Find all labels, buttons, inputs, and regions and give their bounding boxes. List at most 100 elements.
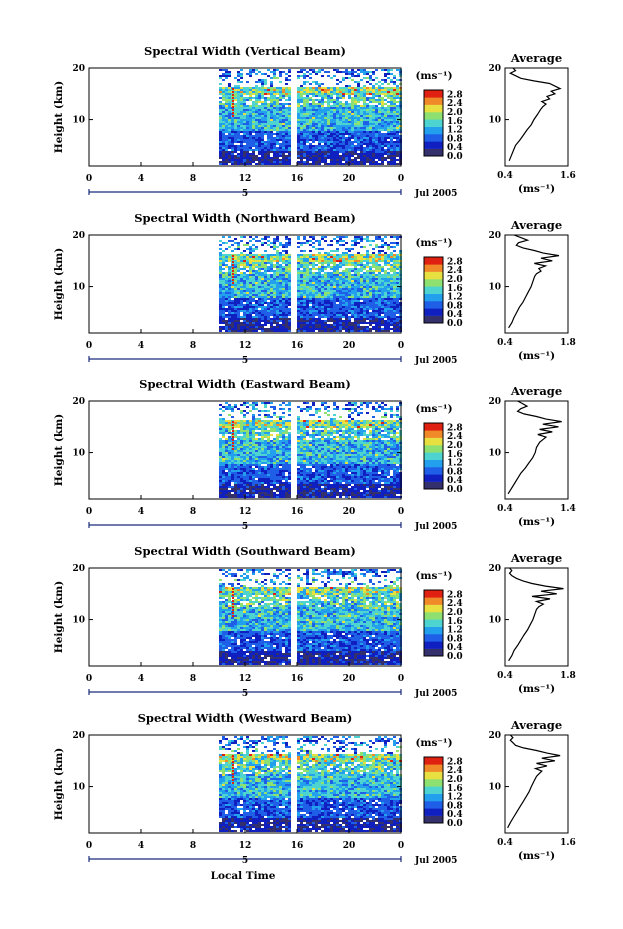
heatmap-cell	[231, 240, 234, 242]
heatmap-cell	[300, 280, 303, 282]
heatmap-cell	[315, 314, 318, 316]
heatmap-cell	[300, 153, 303, 155]
heatmap-cell	[273, 278, 276, 280]
heatmap-cell	[393, 258, 396, 260]
heatmap-cell	[312, 109, 315, 111]
heatmap-cell	[279, 133, 282, 135]
heatmap-cell	[318, 87, 321, 89]
heatmap-cell	[318, 83, 321, 85]
heatmap-cell	[228, 292, 231, 294]
heatmap-cell	[363, 256, 366, 258]
heatmap-cell	[306, 113, 309, 115]
heatmap-cell	[252, 131, 255, 133]
heatmap-cell	[276, 300, 279, 302]
heatmap-cell	[279, 294, 282, 296]
heatmap-cell	[261, 306, 264, 308]
heatmap-cell	[240, 81, 243, 83]
heatmap-cell	[360, 292, 363, 294]
heatmap-cell	[222, 79, 225, 81]
heatmap-cell	[288, 149, 291, 151]
heatmap-cell	[279, 119, 282, 121]
heatmap-cell	[255, 330, 258, 332]
heatmap-cell	[378, 286, 381, 288]
heatmap-cell	[237, 326, 240, 328]
heatmap-cell	[321, 155, 324, 157]
heatmap-cell	[342, 119, 345, 121]
heatmap-cell	[309, 133, 312, 135]
heatmap-cell	[246, 73, 249, 75]
heatmap-cell	[396, 105, 399, 107]
heatmap-cell	[357, 105, 360, 107]
heatmap-cell	[234, 314, 237, 316]
heatmap-cell	[249, 290, 252, 292]
heatmap-cell	[384, 306, 387, 308]
colorbar-tick-label: 0.8	[447, 134, 463, 144]
heatmap-cell	[267, 147, 270, 149]
heatmap-cell	[324, 240, 327, 242]
heatmap-cell	[258, 324, 261, 326]
heatmap-cell	[267, 314, 270, 316]
heatmap-cell	[234, 288, 237, 290]
heatmap-cell	[288, 159, 291, 161]
heatmap-cell	[360, 69, 363, 71]
heatmap-cell	[267, 290, 270, 292]
heatmap-cell	[372, 316, 375, 318]
heatmap-cell	[297, 147, 300, 149]
heatmap-cell	[309, 153, 312, 155]
heatmap-cell	[232, 94, 234, 96]
heatmap-cell	[378, 87, 381, 89]
height-tick-label: 10	[72, 116, 85, 126]
heatmap-cell	[324, 155, 327, 157]
heatmap-cell	[375, 288, 378, 290]
heatmap-cell	[261, 125, 264, 127]
heatmap-cell	[303, 294, 306, 296]
heatmap-cell	[315, 111, 318, 113]
heatmap-cell	[342, 139, 345, 141]
heatmap-cell	[348, 139, 351, 141]
heatmap-cell	[303, 284, 306, 286]
heatmap-cell	[381, 91, 384, 93]
heatmap-cell	[273, 292, 276, 294]
heatmap-cell	[351, 270, 354, 272]
heatmap-cell	[297, 236, 300, 238]
heatmap-cell	[345, 73, 348, 75]
heatmap-cell	[264, 123, 267, 125]
heatmap-cell	[324, 306, 327, 308]
heatmap-cell	[366, 123, 369, 125]
heatmap-cell	[336, 294, 339, 296]
heatmap-cell	[219, 296, 222, 298]
heatmap-cell	[381, 316, 384, 318]
heatmap-cell	[279, 139, 282, 141]
heatmap-cell	[219, 264, 222, 266]
heatmap-cell	[354, 316, 357, 318]
heatmap-cell	[243, 115, 246, 117]
heatmap-cell	[240, 328, 243, 330]
heatmap-cell	[285, 304, 288, 306]
heatmap-cell	[330, 308, 333, 310]
heatmap-cell	[264, 89, 267, 91]
heatmap-cell	[333, 274, 336, 276]
heatmap-cell	[333, 131, 336, 133]
heatmap-cell	[345, 314, 348, 316]
heatmap-cell	[393, 300, 396, 302]
heatmap-cell	[267, 236, 270, 238]
heatmap-cell	[336, 129, 339, 131]
date-label: Jul 2005	[414, 189, 457, 199]
colorbar-tick-label: 0.4	[447, 143, 463, 153]
heatmap-cell	[333, 266, 336, 268]
heatmap-cell	[318, 276, 321, 278]
heatmap-cell	[360, 115, 363, 117]
heatmap-cell	[351, 121, 354, 123]
heatmap-cell	[276, 304, 279, 306]
heatmap-cell	[267, 109, 270, 111]
heatmap-cell	[264, 111, 267, 113]
heatmap-cell	[321, 274, 324, 276]
heatmap-cell	[246, 119, 249, 121]
heatmap-cell	[252, 278, 255, 280]
heatmap-cell	[243, 262, 246, 264]
heatmap-cell	[348, 276, 351, 278]
heatmap-cell	[351, 129, 354, 131]
heatmap-cell	[387, 312, 390, 314]
heatmap-cell	[270, 292, 273, 294]
heatmap-cell	[297, 258, 300, 260]
